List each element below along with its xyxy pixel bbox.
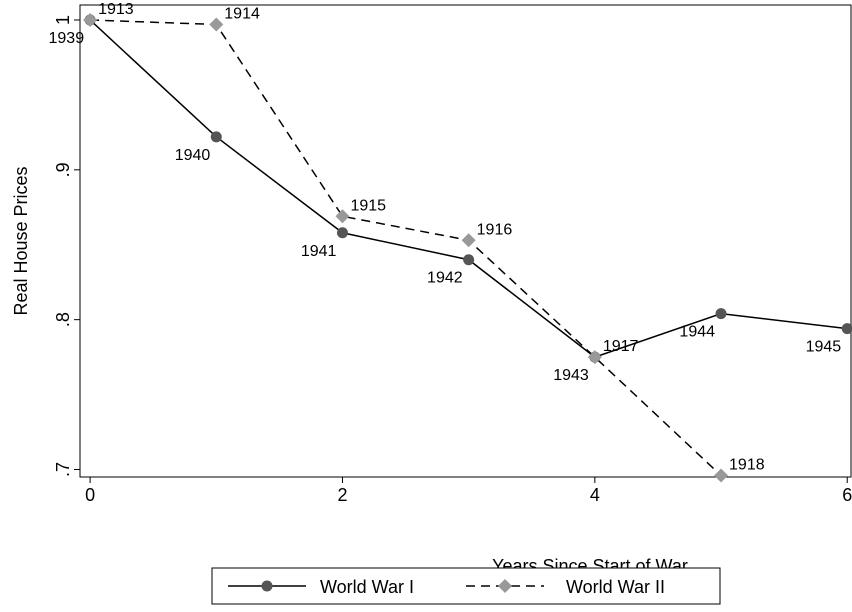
data-point bbox=[210, 131, 222, 143]
point-label: 1945 bbox=[806, 339, 842, 356]
data-point bbox=[463, 254, 475, 266]
plot-frame bbox=[79, 4, 852, 478]
point-label: 1942 bbox=[427, 270, 463, 287]
x-tick-label: 4 bbox=[590, 485, 600, 505]
point-label: 1940 bbox=[175, 147, 211, 164]
legend-marker bbox=[498, 579, 512, 593]
point-label: 1943 bbox=[553, 367, 589, 384]
data-point bbox=[209, 17, 224, 32]
point-label: 1916 bbox=[477, 221, 513, 238]
point-label: 1944 bbox=[679, 324, 715, 341]
y-axis-title: Real House Prices bbox=[11, 166, 31, 315]
data-point bbox=[83, 12, 98, 27]
data-point bbox=[841, 323, 852, 335]
data-point bbox=[715, 308, 727, 320]
y-tick-label: .9 bbox=[53, 162, 73, 177]
x-tick-label: 0 bbox=[85, 485, 95, 505]
point-label: 1939 bbox=[49, 30, 85, 47]
y-tick-label: .7 bbox=[53, 462, 73, 477]
legend-marker bbox=[261, 580, 273, 592]
legend-label: World War II bbox=[566, 577, 665, 597]
series-line bbox=[89, 19, 848, 358]
point-label: 1913 bbox=[98, 1, 134, 18]
point-label: 1917 bbox=[603, 338, 639, 355]
data-point bbox=[461, 233, 476, 248]
point-label: 1918 bbox=[729, 457, 765, 474]
data-point bbox=[714, 468, 729, 483]
point-label: 1914 bbox=[224, 5, 260, 22]
y-tick-label: 1 bbox=[53, 15, 73, 25]
point-label: 1941 bbox=[301, 243, 337, 260]
series-line bbox=[90, 19, 722, 477]
x-tick-label: 6 bbox=[842, 485, 852, 505]
data-point bbox=[336, 227, 348, 239]
data-point bbox=[335, 209, 350, 224]
data-point bbox=[587, 350, 602, 365]
x-tick-label: 2 bbox=[337, 485, 347, 505]
point-label: 1915 bbox=[350, 197, 386, 214]
legend-label: World War I bbox=[320, 577, 414, 597]
y-tick-label: .8 bbox=[53, 312, 73, 327]
